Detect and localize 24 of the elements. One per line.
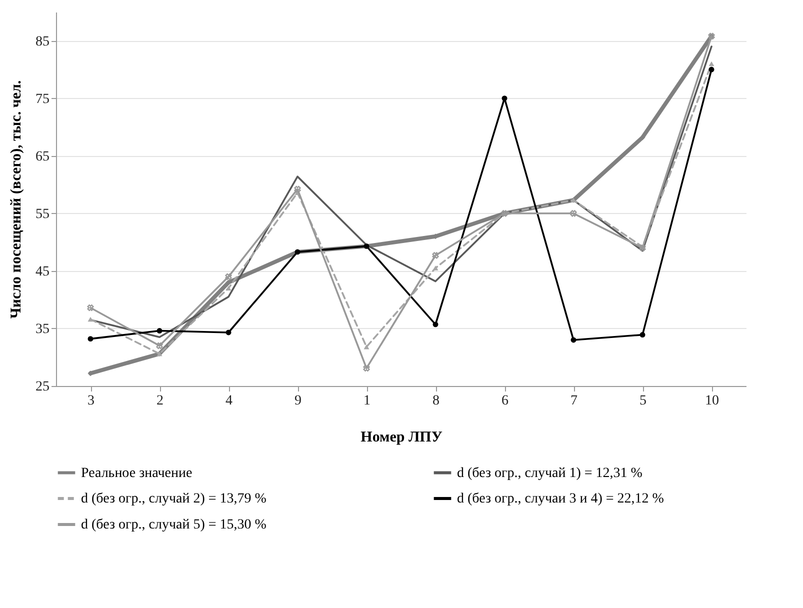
x-tick-label: 4 <box>226 394 232 408</box>
y-tick-label: 75 <box>36 92 50 107</box>
legend-label: d (без огр., случай 2) = 13,79 % <box>81 492 267 506</box>
x-axis-title: Номер ЛПУ <box>360 430 442 446</box>
x-tick-label: 7 <box>570 394 578 408</box>
x-tick-label: 1 <box>364 394 370 408</box>
y-tick-label: 45 <box>36 264 50 280</box>
x-tick-label: 2 <box>156 394 164 408</box>
x-tick-label: 10 <box>705 394 719 408</box>
y-tick-label: 35 <box>36 322 50 337</box>
x-tick-label: 6 <box>502 394 508 408</box>
legend-label: Реальное значение <box>81 466 192 481</box>
x-tick-label: 3 <box>88 394 94 408</box>
legend-label: d (без огр., случаи 3 и 4) = 22,12 % <box>457 492 664 506</box>
x-tick-label: 8 <box>432 394 440 408</box>
y-tick-label: 25 <box>36 380 50 394</box>
y-tick-label: 55 <box>36 206 50 222</box>
x-tick-label: 5 <box>640 394 646 408</box>
y-tick-label: 65 <box>36 149 50 164</box>
y-axis-title: Число посещений (всего), тыс. чел. <box>8 80 24 319</box>
x-tick-label: 9 <box>294 394 302 408</box>
legend-label: d (без огр., случай 1) = 12,31 % <box>457 466 643 481</box>
y-tick-label: 85 <box>36 34 50 50</box>
legend-label: d (без огр., случай 5) = 15,30 % <box>81 518 267 532</box>
